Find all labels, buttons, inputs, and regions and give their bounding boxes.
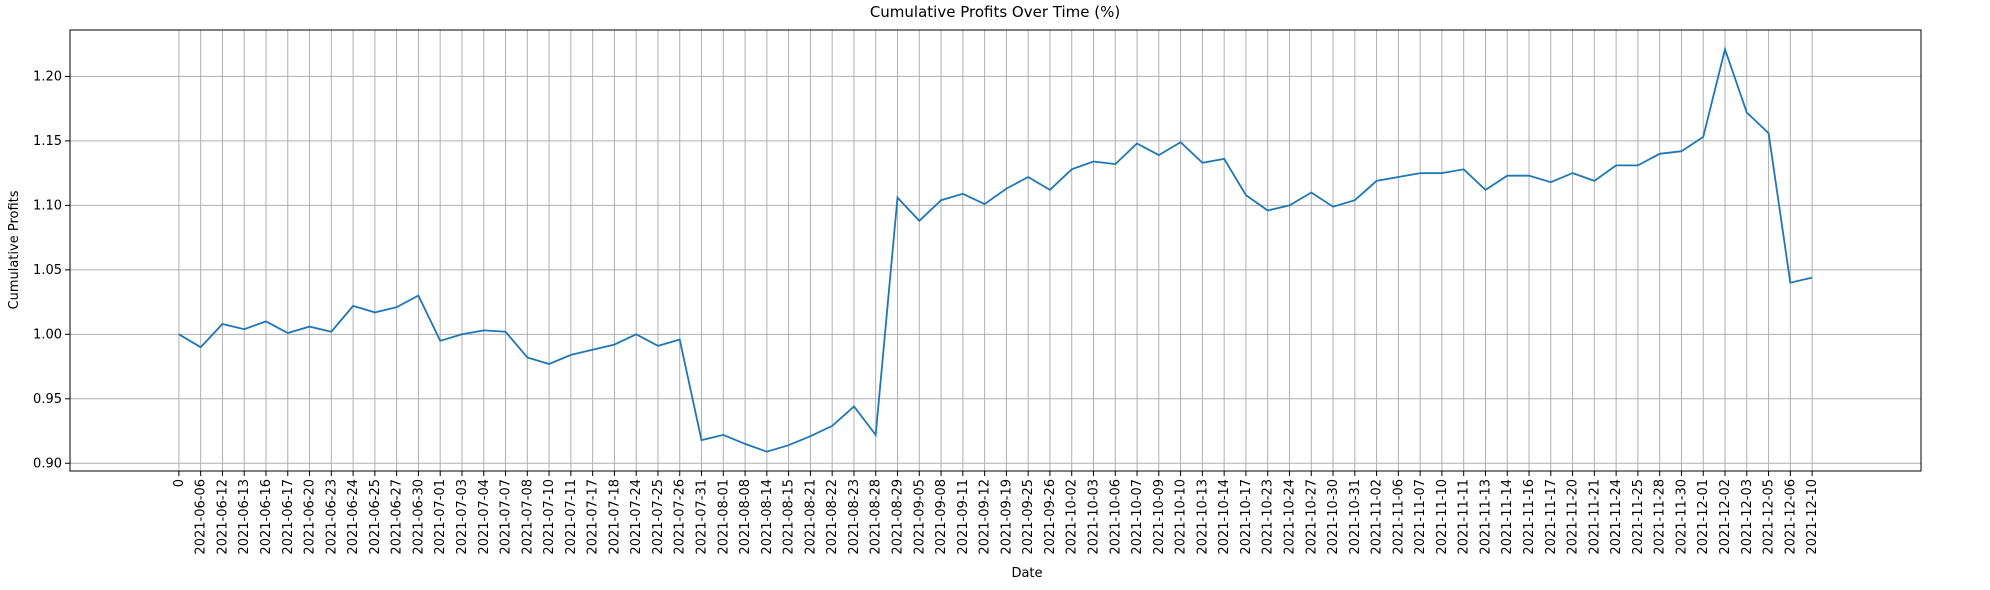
x-tick-label: 2021-07-31 bbox=[695, 479, 710, 555]
y-tick-label: 1.20 bbox=[33, 69, 62, 84]
x-tick-label: 2021-12-03 bbox=[1740, 479, 1755, 555]
x-tick-label: 2021-08-29 bbox=[891, 479, 906, 555]
x-tick-label: 2021-07-08 bbox=[520, 479, 535, 555]
x-tick-label: 2021-07-03 bbox=[455, 479, 470, 555]
x-tick-label: 2021-06-24 bbox=[346, 479, 361, 555]
x-axis-label: Date bbox=[1011, 566, 1042, 581]
x-tick-label: 2021-11-30 bbox=[1674, 479, 1689, 555]
y-tick-label: 1.15 bbox=[33, 134, 62, 149]
x-tick-label: 2021-11-28 bbox=[1653, 479, 1668, 555]
x-tick-label: 2021-07-07 bbox=[499, 479, 514, 555]
x-tick-label: 2021-07-01 bbox=[433, 479, 448, 555]
x-tick-label: 2021-07-04 bbox=[477, 479, 492, 555]
x-tick-label: 0 bbox=[172, 479, 187, 487]
x-tick-label: 2021-09-19 bbox=[999, 479, 1014, 555]
x-tick-label: 2021-09-12 bbox=[978, 479, 993, 555]
x-tick-label: 2021-11-11 bbox=[1457, 479, 1472, 555]
x-tick-label: 2021-08-21 bbox=[803, 479, 818, 555]
x-tick-label: 2021-12-06 bbox=[1783, 479, 1798, 555]
x-tick-label: 2021-12-05 bbox=[1762, 479, 1777, 555]
x-tick-label: 2021-10-17 bbox=[1239, 479, 1254, 555]
x-tick-label: 2021-11-25 bbox=[1631, 479, 1646, 555]
x-tick-label: 2021-08-14 bbox=[760, 479, 775, 555]
x-tick-label: 2021-07-18 bbox=[607, 479, 622, 555]
x-tick-label: 2021-11-20 bbox=[1566, 479, 1581, 555]
x-tick-label: 2021-09-08 bbox=[934, 479, 949, 555]
x-tick-label: 2021-06-25 bbox=[368, 479, 383, 555]
x-tick-label: 2021-08-22 bbox=[825, 479, 840, 555]
x-tick-label: 2021-09-05 bbox=[912, 479, 927, 555]
y-tick-label: 1.00 bbox=[33, 327, 62, 342]
plot-frame bbox=[69, 29, 1922, 472]
x-tick-label: 2021-10-10 bbox=[1174, 479, 1189, 555]
x-tick-label: 2021-08-01 bbox=[716, 479, 731, 555]
x-tick-label: 2021-07-25 bbox=[651, 479, 666, 555]
x-tick-label: 2021-10-03 bbox=[1086, 479, 1101, 555]
x-tick-label: 2021-12-01 bbox=[1696, 479, 1711, 555]
x-tick-label: 2021-10-07 bbox=[1130, 479, 1145, 555]
x-tick-label: 2021-10-23 bbox=[1261, 479, 1276, 555]
x-tick-label: 2021-11-10 bbox=[1435, 479, 1450, 555]
x-tick-label: 2021-10-02 bbox=[1065, 479, 1080, 555]
x-tick-label: 2021-06-23 bbox=[324, 479, 339, 555]
x-tick-label: 2021-07-10 bbox=[542, 479, 557, 555]
x-tick-label: 2021-10-06 bbox=[1108, 479, 1123, 555]
x-tick-label: 2021-11-17 bbox=[1544, 479, 1559, 555]
x-tick-label: 2021-08-23 bbox=[847, 479, 862, 555]
x-tick-label: 2021-07-24 bbox=[629, 479, 644, 555]
x-tick-label: 2021-11-07 bbox=[1413, 479, 1428, 555]
chart-title: Cumulative Profits Over Time (%) bbox=[870, 3, 1120, 21]
x-tick-label: 2021-06-20 bbox=[303, 479, 318, 555]
x-tick-label: 2021-11-21 bbox=[1587, 479, 1602, 555]
x-tick-label: 2021-07-17 bbox=[586, 479, 601, 555]
x-tick-label: 2021-10-13 bbox=[1195, 479, 1210, 555]
x-tick-label: 2021-10-31 bbox=[1348, 479, 1363, 555]
x-tick-label: 2021-09-25 bbox=[1021, 479, 1036, 555]
x-tick-label: 2021-07-11 bbox=[564, 479, 579, 555]
x-tick-label: 2021-06-16 bbox=[259, 479, 274, 555]
x-tick-label: 2021-12-10 bbox=[1805, 479, 1820, 555]
x-tick-label: 2021-08-08 bbox=[738, 479, 753, 555]
x-tick-label: 2021-11-06 bbox=[1391, 479, 1406, 555]
x-tick-label: 2021-09-26 bbox=[1043, 479, 1058, 555]
x-tick-label: 2021-06-06 bbox=[194, 479, 209, 555]
x-tick-label: 2021-09-11 bbox=[956, 479, 971, 555]
y-tick-label: 0.90 bbox=[33, 456, 62, 471]
x-tick-label: 2021-06-12 bbox=[215, 479, 230, 555]
x-tick-label: 2021-06-13 bbox=[237, 479, 252, 555]
x-tick-label: 2021-11-14 bbox=[1500, 479, 1515, 555]
x-tick-label: 2021-10-24 bbox=[1282, 479, 1297, 555]
x-tick-label: 2021-06-30 bbox=[411, 479, 426, 555]
y-axis-label: Cumulative Profits bbox=[7, 190, 22, 309]
x-tick-label: 2021-10-09 bbox=[1152, 479, 1167, 555]
x-tick-label: 2021-07-26 bbox=[673, 479, 688, 555]
y-tick-label: 0.95 bbox=[33, 392, 62, 407]
y-tick-label: 1.10 bbox=[33, 198, 62, 213]
x-tick-label: 2021-11-24 bbox=[1609, 479, 1624, 555]
x-tick-label: 2021-08-28 bbox=[869, 479, 884, 555]
x-tick-label: 2021-11-16 bbox=[1522, 479, 1537, 555]
x-tick-label: 2021-11-13 bbox=[1478, 479, 1493, 555]
x-tick-label: 2021-06-17 bbox=[281, 479, 296, 555]
x-tick-label: 2021-11-02 bbox=[1370, 479, 1385, 555]
x-tick-label: 2021-06-27 bbox=[390, 479, 405, 555]
line-series bbox=[178, 46, 1813, 453]
x-tick-label: 2021-12-02 bbox=[1718, 479, 1733, 555]
x-tick-label: 2021-10-30 bbox=[1326, 479, 1341, 555]
x-tick-label: 2021-08-15 bbox=[782, 479, 797, 555]
x-tick-label: 2021-10-27 bbox=[1304, 479, 1319, 555]
x-tick-label: 2021-10-14 bbox=[1217, 479, 1232, 555]
y-tick-label: 1.05 bbox=[33, 263, 62, 278]
